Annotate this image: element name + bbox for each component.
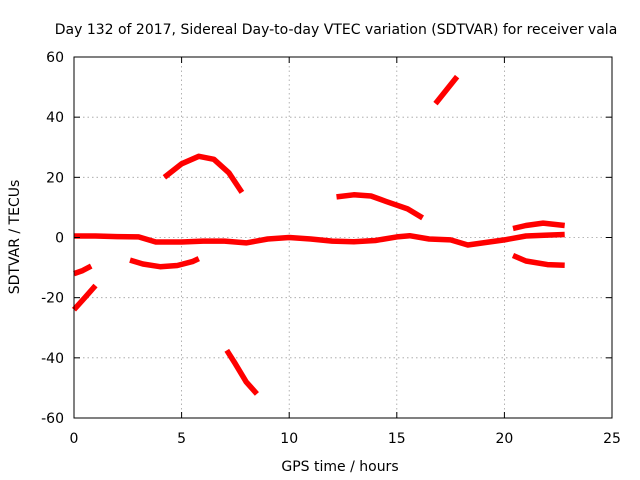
x-tick-label: 25 xyxy=(603,431,621,447)
series-line xyxy=(511,252,565,268)
y-axis-label: SDTVAR / TECUs xyxy=(7,180,23,295)
x-tick-label: 20 xyxy=(495,431,513,447)
series-line xyxy=(512,220,566,232)
x-tick-label: 10 xyxy=(280,431,298,447)
series-line xyxy=(224,348,259,396)
x-tick-label: 0 xyxy=(70,431,79,447)
y-tick-label: -20 xyxy=(41,291,64,307)
x-axis-label: GPS time / hours xyxy=(281,459,398,475)
series-line xyxy=(74,231,565,248)
series-line xyxy=(71,283,98,312)
y-tick-label: -40 xyxy=(41,351,64,367)
series-line xyxy=(433,74,460,106)
y-tick-label: 0 xyxy=(55,231,64,247)
series-line xyxy=(162,153,245,194)
x-tick-label: 5 xyxy=(177,431,186,447)
tick-layer: 0 5 10 15 20 25 -60 -40 -20 0 20 40 60 xyxy=(41,50,621,447)
y-tick-label: -60 xyxy=(41,411,64,427)
series-line xyxy=(73,263,93,277)
x-tick-label: 15 xyxy=(388,431,406,447)
y-tick-label: 20 xyxy=(46,170,64,186)
series-layer xyxy=(71,74,566,396)
chart-title: Day 132 of 2017, Sidereal Day-to-day VTE… xyxy=(55,22,618,38)
series-line xyxy=(129,256,200,270)
series-line xyxy=(336,192,425,221)
y-tick-label: 60 xyxy=(46,50,64,66)
y-tick-label: 40 xyxy=(46,110,64,126)
